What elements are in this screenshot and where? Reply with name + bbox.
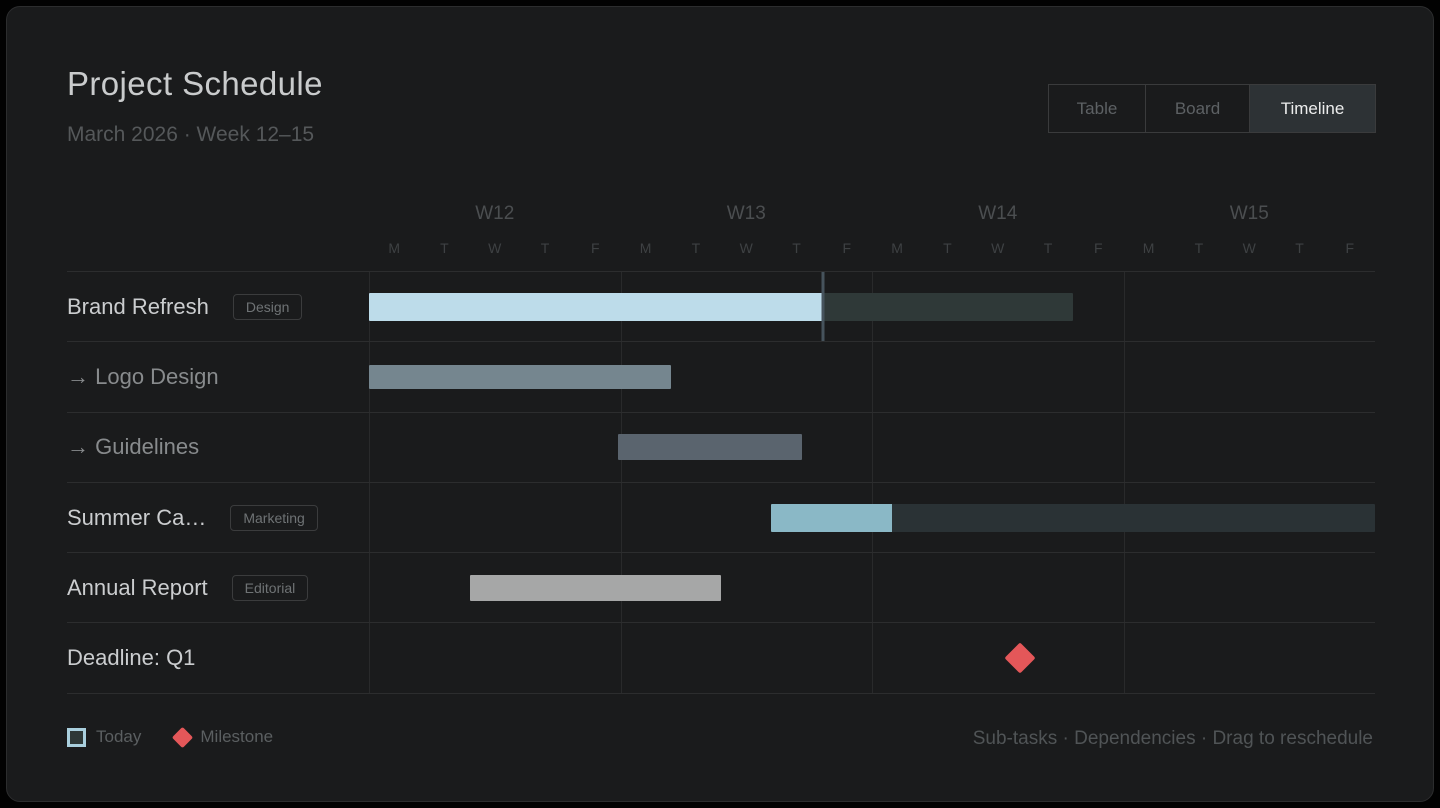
day-label: T <box>792 240 801 256</box>
gantt-grid: Brand Refresh Design → Logo Design → Guidel… <box>67 271 1375 694</box>
task-bar[interactable] <box>469 574 722 601</box>
page-subtitle: March 2026 · Week 12–15 <box>67 123 315 146</box>
task-bar-progress <box>771 503 893 532</box>
week-label: W14 <box>978 203 1018 224</box>
today-marker-line <box>821 272 825 342</box>
app-card: Project Schedule March 2026 · Week 12–15… <box>6 6 1434 802</box>
row-chart-area <box>369 413 1375 482</box>
row-chart-area <box>369 272 1375 342</box>
row-chart-area <box>369 553 1375 622</box>
tab-board[interactable]: Board <box>1145 85 1249 132</box>
week-label: W15 <box>1229 203 1269 224</box>
today-swatch-icon <box>67 727 86 747</box>
gantt-row: Deadline: Q1 <box>67 622 1375 692</box>
task-label: Summer Ca… <box>67 504 207 530</box>
footer-hints: Sub-tasks · Dependencies · Drag to resch… <box>972 728 1373 749</box>
tab-table[interactable]: Table <box>1076 98 1118 118</box>
week-label: W13 <box>726 203 766 224</box>
task-label-cell: → Guidelines <box>67 434 369 460</box>
row-chart-area <box>369 483 1375 552</box>
task-label: Annual Report <box>67 574 208 600</box>
page-title: Project Schedule <box>67 65 323 102</box>
gantt-row: Brand Refresh Design <box>67 271 1375 342</box>
day-label: T <box>1295 240 1304 256</box>
day-label: F <box>1345 240 1355 256</box>
task-label-cell: Summer Ca… Marketing <box>67 504 369 531</box>
gantt-row: → Logo Design <box>67 341 1375 411</box>
task-bar[interactable] <box>771 503 1375 532</box>
task-label-cell: Deadline: Q1 <box>67 645 369 671</box>
day-label: T <box>691 240 701 256</box>
gantt-row: → Guidelines <box>67 411 1375 482</box>
task-label: Brand Refresh <box>67 293 209 319</box>
task-bar[interactable] <box>617 434 802 461</box>
day-label: T <box>440 240 449 256</box>
legend: Today Milestone <box>67 724 273 750</box>
week-header-row: W12 W13 W14 W15 <box>369 203 1375 225</box>
legend-today-label: Today <box>96 727 142 746</box>
day-label: T <box>1043 240 1053 256</box>
tab-timeline[interactable]: Timeline <box>1249 85 1375 132</box>
day-label: W <box>488 240 502 256</box>
day-label: M <box>891 240 903 256</box>
task-bar-progress <box>369 292 824 321</box>
task-category-badge: Design <box>232 293 303 320</box>
day-label: T <box>1194 240 1204 256</box>
day-label: T <box>943 240 952 256</box>
row-chart-area <box>369 342 1375 411</box>
day-label: T <box>540 240 550 256</box>
task-category-badge: Editorial <box>231 574 309 601</box>
day-label: M <box>639 240 652 256</box>
task-label: Deadline: Q1 <box>67 645 196 671</box>
day-label: W <box>739 240 753 256</box>
gantt-row: Summer Ca… Marketing <box>67 481 1375 552</box>
day-label: M <box>1142 240 1155 256</box>
task-bar[interactable] <box>369 364 671 389</box>
view-switcher: Table Board Timeline <box>1048 84 1376 133</box>
milestone-diamond[interactable] <box>1004 642 1036 674</box>
week-label: W12 <box>475 203 515 224</box>
row-chart-area <box>369 623 1375 692</box>
subtask-label: → Guidelines <box>67 434 200 460</box>
day-label: F <box>1094 240 1103 256</box>
legend-item-milestone: Milestone <box>172 726 274 748</box>
task-label-cell: → Logo Design <box>67 364 369 390</box>
task-label-cell: Brand Refresh Design <box>67 293 369 320</box>
milestone-diamond-icon <box>172 726 194 748</box>
legend-item-today: Today <box>67 727 141 747</box>
task-category-badge: Marketing <box>230 504 318 531</box>
task-bar[interactable] <box>369 292 1074 321</box>
task-label-cell: Annual Report Editorial <box>67 574 369 601</box>
legend-milestone-label: Milestone <box>200 727 274 746</box>
subtask-label: → Logo Design <box>67 363 219 389</box>
day-label: M <box>388 240 400 256</box>
day-label: F <box>842 240 852 256</box>
day-label: W <box>991 240 1005 256</box>
gantt-row: Annual Report Editorial <box>67 552 1375 622</box>
day-label: W <box>1242 240 1256 256</box>
day-label: F <box>591 240 600 256</box>
